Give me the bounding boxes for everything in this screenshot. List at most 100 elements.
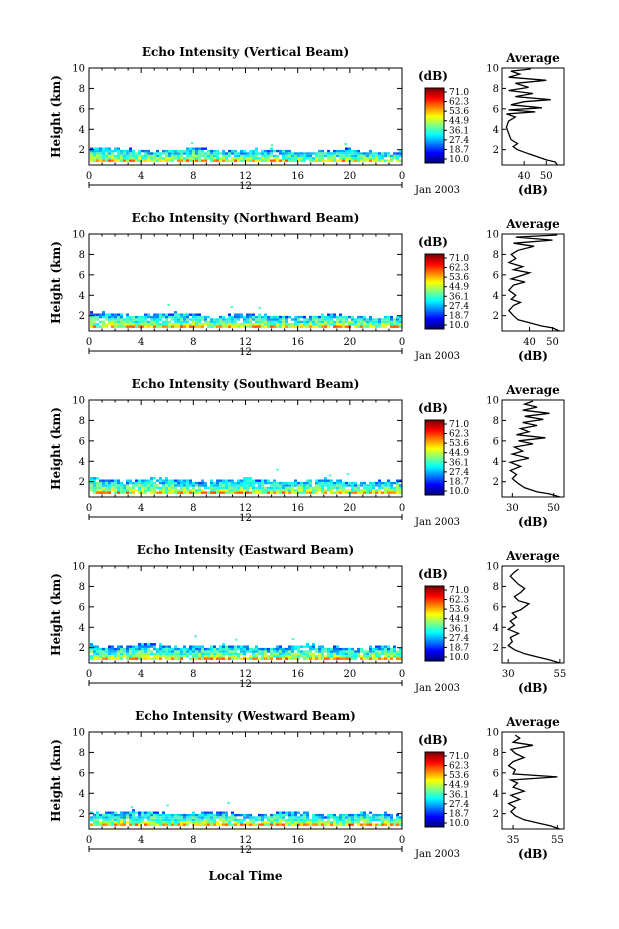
heatmap-cell <box>264 486 267 490</box>
heatmap-cell <box>285 811 288 814</box>
heatmap-cell <box>366 159 369 162</box>
heatmap-cell <box>375 657 378 660</box>
heatmap-cell <box>264 313 267 316</box>
heatmap-cell <box>258 320 261 324</box>
heatmap-cell <box>357 315 360 319</box>
heatmap-cell <box>96 650 99 653</box>
heatmap-cell <box>183 484 186 487</box>
heatmap-cell <box>357 818 360 822</box>
heatmap-cell <box>219 315 222 319</box>
heatmap-cell <box>273 320 276 324</box>
heatmap-cell <box>324 816 327 819</box>
heatmap-cell <box>171 484 174 487</box>
x-axis-label: Local Time <box>208 869 282 883</box>
heatmap-cell <box>198 323 201 326</box>
heatmap-cell <box>342 821 345 824</box>
heatmap-cell <box>123 159 126 162</box>
heatmap-cell <box>261 315 264 319</box>
heatmap-cell <box>249 816 252 819</box>
heatmap-cell <box>291 484 294 487</box>
heatmap-cell <box>123 491 126 494</box>
heatmap-cell <box>270 159 273 162</box>
heatmap-cell <box>165 650 168 653</box>
heatmap-cell <box>279 318 282 321</box>
heatmap-cell <box>204 823 207 826</box>
date-label: Jan 2003 <box>414 351 460 362</box>
heatmap-cell <box>324 823 327 826</box>
heatmap-cell <box>327 154 330 158</box>
heatmap-cell <box>126 323 129 326</box>
heatmap-cell <box>300 325 303 328</box>
heatmap-cell <box>294 318 297 321</box>
heatmap-cell <box>285 489 288 492</box>
heatmap-cell <box>309 655 312 658</box>
heatmap-cell <box>225 821 228 824</box>
heatmap-cell <box>267 320 270 324</box>
heatmap-cell <box>297 818 300 822</box>
heatmap-cell <box>309 154 312 158</box>
heatmap-cell <box>342 650 345 653</box>
heatmap-cell <box>138 655 141 658</box>
heatmap-cell <box>165 481 168 485</box>
colorbar-segment <box>425 284 444 287</box>
heatmap-cell <box>96 657 99 660</box>
heatmap-cell <box>372 652 375 656</box>
heatmap-cell <box>96 821 99 824</box>
heatmap-cell <box>297 647 300 651</box>
heatmap-cell <box>99 152 102 155</box>
heatmap-cell <box>156 650 159 653</box>
heatmap-cell <box>336 491 339 494</box>
heatmap-cell <box>351 813 354 817</box>
heatmap-cell <box>282 315 285 319</box>
colorbar-frame <box>424 419 445 496</box>
profile-x-tick-label: 40 <box>523 337 536 348</box>
heatmap-cell <box>168 154 171 158</box>
colorbar-segment <box>425 127 444 130</box>
heatmap-cell <box>348 484 351 487</box>
colorbar-segment <box>425 646 444 649</box>
colorbar-segment <box>425 800 444 804</box>
x-tick-label: 16 <box>291 835 304 846</box>
heatmap-cell <box>393 152 396 155</box>
heatmap-cell <box>399 323 402 326</box>
heatmap-cell <box>324 325 327 328</box>
heatmap-cell <box>330 821 333 824</box>
heatmap-cell <box>165 154 168 158</box>
heatmap-cell <box>378 325 381 328</box>
heatmap-cell <box>282 489 285 492</box>
heatmap-cell <box>138 484 141 487</box>
heatmap-cell <box>231 811 234 814</box>
heatmap-cell <box>228 816 231 819</box>
heatmap-cell <box>222 159 225 162</box>
heatmap-cell <box>228 650 231 653</box>
heatmap-cell <box>360 818 363 822</box>
heatmap-cell <box>312 655 315 658</box>
heatmap-cell <box>318 823 321 826</box>
heatmap-cell <box>132 323 135 326</box>
heatmap-cell <box>219 655 222 658</box>
heatmap-cell <box>258 313 261 316</box>
heatmap-cell <box>159 318 162 321</box>
colorbar-segment <box>425 325 444 328</box>
heatmap-cell <box>237 315 240 319</box>
heatmap-cell <box>264 813 267 817</box>
colorbar-segment <box>425 659 444 662</box>
heatmap-cell <box>261 655 264 658</box>
heatmap-cell <box>294 479 297 482</box>
heatmap-cell <box>252 657 255 660</box>
heatmap-cell <box>345 823 348 826</box>
heatmap-cell <box>144 486 147 490</box>
y-axis-label: Height (km) <box>49 241 63 324</box>
heatmap-cell <box>339 484 342 487</box>
heatmap-cell <box>261 481 264 485</box>
heatmap-cell <box>183 647 186 651</box>
heatmap-cell <box>348 147 351 150</box>
colorbar-frame <box>424 253 445 330</box>
heatmap-cell <box>321 152 324 155</box>
heatmap-cell <box>369 818 372 822</box>
heatmap-cell <box>189 323 192 326</box>
colorbar-segment <box>425 317 444 321</box>
heatmap-cell <box>168 821 171 824</box>
